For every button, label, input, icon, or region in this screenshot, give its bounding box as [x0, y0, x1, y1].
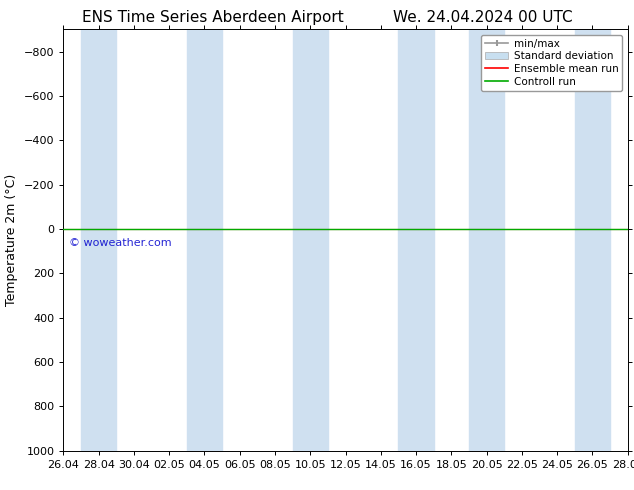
- Legend: min/max, Standard deviation, Ensemble mean run, Controll run: min/max, Standard deviation, Ensemble me…: [481, 35, 623, 91]
- Text: We. 24.04.2024 00 UTC: We. 24.04.2024 00 UTC: [393, 10, 573, 25]
- Bar: [81, 29, 116, 451]
- Bar: [187, 29, 222, 451]
- Bar: [398, 29, 434, 451]
- Y-axis label: Temperature 2m (°C): Temperature 2m (°C): [5, 174, 18, 306]
- Bar: [469, 29, 504, 451]
- Bar: [293, 29, 328, 451]
- Bar: [575, 29, 610, 451]
- Text: © woweather.com: © woweather.com: [69, 238, 172, 248]
- Text: ENS Time Series Aberdeen Airport: ENS Time Series Aberdeen Airport: [82, 10, 344, 25]
